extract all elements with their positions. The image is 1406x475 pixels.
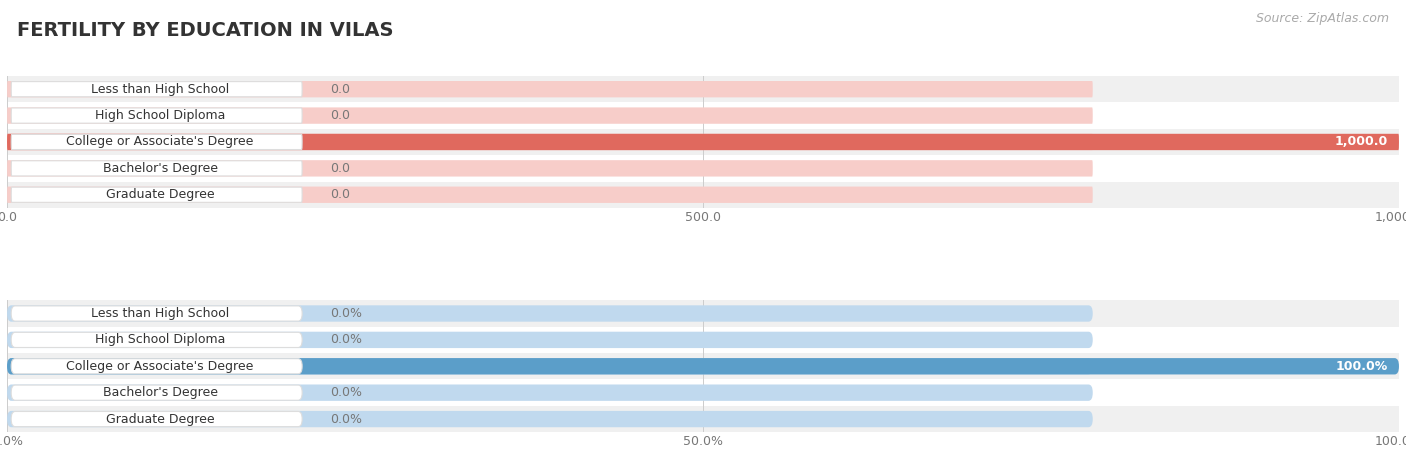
Text: Bachelor's Degree: Bachelor's Degree <box>103 386 218 399</box>
Text: Less than High School: Less than High School <box>91 83 229 95</box>
FancyBboxPatch shape <box>7 134 1092 150</box>
FancyBboxPatch shape <box>11 108 302 123</box>
Text: 0.0%: 0.0% <box>330 307 361 320</box>
Bar <box>7 103 1399 129</box>
Bar <box>7 76 1399 103</box>
FancyBboxPatch shape <box>7 411 1092 427</box>
Text: Bachelor's Degree: Bachelor's Degree <box>103 162 218 175</box>
FancyBboxPatch shape <box>11 385 302 400</box>
FancyBboxPatch shape <box>7 332 1092 348</box>
Text: Less than High School: Less than High School <box>91 307 229 320</box>
Text: Graduate Degree: Graduate Degree <box>105 188 215 201</box>
Bar <box>7 353 1399 380</box>
Text: 0.0: 0.0 <box>330 188 350 201</box>
FancyBboxPatch shape <box>7 160 1092 177</box>
FancyBboxPatch shape <box>7 305 1092 322</box>
Text: College or Associate's Degree: College or Associate's Degree <box>66 360 254 373</box>
Text: College or Associate's Degree: College or Associate's Degree <box>66 135 254 149</box>
FancyBboxPatch shape <box>11 411 302 427</box>
FancyBboxPatch shape <box>7 81 1092 97</box>
Text: Graduate Degree: Graduate Degree <box>105 413 215 426</box>
FancyBboxPatch shape <box>7 187 1092 203</box>
Bar <box>7 380 1399 406</box>
FancyBboxPatch shape <box>7 107 1092 124</box>
Text: FERTILITY BY EDUCATION IN VILAS: FERTILITY BY EDUCATION IN VILAS <box>17 21 394 40</box>
FancyBboxPatch shape <box>7 134 1399 150</box>
Text: High School Diploma: High School Diploma <box>96 109 225 122</box>
Text: 0.0%: 0.0% <box>330 413 361 426</box>
Text: 0.0: 0.0 <box>330 162 350 175</box>
Bar <box>7 129 1399 155</box>
Bar <box>7 327 1399 353</box>
Text: 0.0: 0.0 <box>330 83 350 95</box>
Bar <box>7 406 1399 432</box>
Text: 1,000.0: 1,000.0 <box>1334 135 1388 149</box>
Text: 0.0%: 0.0% <box>330 333 361 346</box>
FancyBboxPatch shape <box>11 134 302 150</box>
Bar <box>7 181 1399 208</box>
FancyBboxPatch shape <box>11 187 302 202</box>
FancyBboxPatch shape <box>11 306 302 321</box>
Bar <box>7 300 1399 327</box>
Text: 0.0: 0.0 <box>330 109 350 122</box>
FancyBboxPatch shape <box>11 161 302 176</box>
Text: 100.0%: 100.0% <box>1336 360 1388 373</box>
Text: 0.0%: 0.0% <box>330 386 361 399</box>
Text: High School Diploma: High School Diploma <box>96 333 225 346</box>
FancyBboxPatch shape <box>7 358 1399 374</box>
FancyBboxPatch shape <box>7 384 1092 401</box>
FancyBboxPatch shape <box>11 359 302 374</box>
Text: Source: ZipAtlas.com: Source: ZipAtlas.com <box>1256 12 1389 25</box>
Bar <box>7 155 1399 181</box>
FancyBboxPatch shape <box>11 82 302 97</box>
FancyBboxPatch shape <box>7 358 1092 374</box>
FancyBboxPatch shape <box>11 332 302 348</box>
